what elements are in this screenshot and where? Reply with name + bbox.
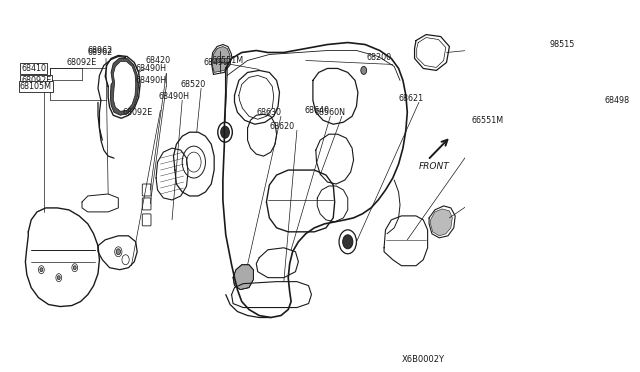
Text: 68560N: 68560N: [314, 108, 346, 117]
Text: 68105M: 68105M: [20, 82, 52, 91]
Circle shape: [116, 249, 120, 255]
Polygon shape: [431, 209, 452, 236]
Circle shape: [221, 126, 229, 138]
Text: 68092E: 68092E: [21, 76, 51, 85]
Text: 68520: 68520: [180, 80, 206, 89]
Circle shape: [40, 268, 43, 272]
Text: 68962: 68962: [88, 48, 113, 57]
Text: 68630: 68630: [256, 108, 281, 117]
Text: 68490H: 68490H: [136, 76, 167, 85]
Text: 66551M: 66551M: [471, 116, 503, 125]
Text: 68420: 68420: [146, 56, 171, 65]
Circle shape: [342, 235, 353, 249]
Text: 68490H: 68490H: [159, 92, 190, 101]
FancyBboxPatch shape: [142, 184, 151, 196]
Text: X6B0002Y: X6B0002Y: [401, 355, 445, 364]
Text: 66551M: 66551M: [211, 56, 243, 65]
FancyBboxPatch shape: [142, 198, 151, 210]
Text: 68490H: 68490H: [136, 64, 167, 73]
Circle shape: [58, 276, 60, 280]
Text: 68092E: 68092E: [66, 58, 96, 67]
Text: 98515: 98515: [550, 40, 575, 49]
FancyBboxPatch shape: [142, 214, 151, 226]
Text: 68621: 68621: [399, 94, 424, 103]
Text: 68499: 68499: [204, 58, 229, 67]
Polygon shape: [113, 61, 136, 111]
Polygon shape: [110, 58, 139, 115]
Text: 68498: 68498: [605, 96, 630, 105]
Text: 68410: 68410: [21, 64, 46, 73]
Text: 68962: 68962: [88, 46, 113, 55]
Circle shape: [361, 67, 367, 74]
Text: 68092E: 68092E: [123, 108, 153, 117]
Text: 68620: 68620: [269, 122, 294, 131]
Circle shape: [74, 266, 76, 270]
Polygon shape: [212, 46, 230, 73]
Text: 68200: 68200: [367, 53, 392, 62]
Text: 68640: 68640: [304, 106, 329, 115]
Polygon shape: [233, 265, 253, 290]
Text: FRONT: FRONT: [419, 162, 450, 171]
